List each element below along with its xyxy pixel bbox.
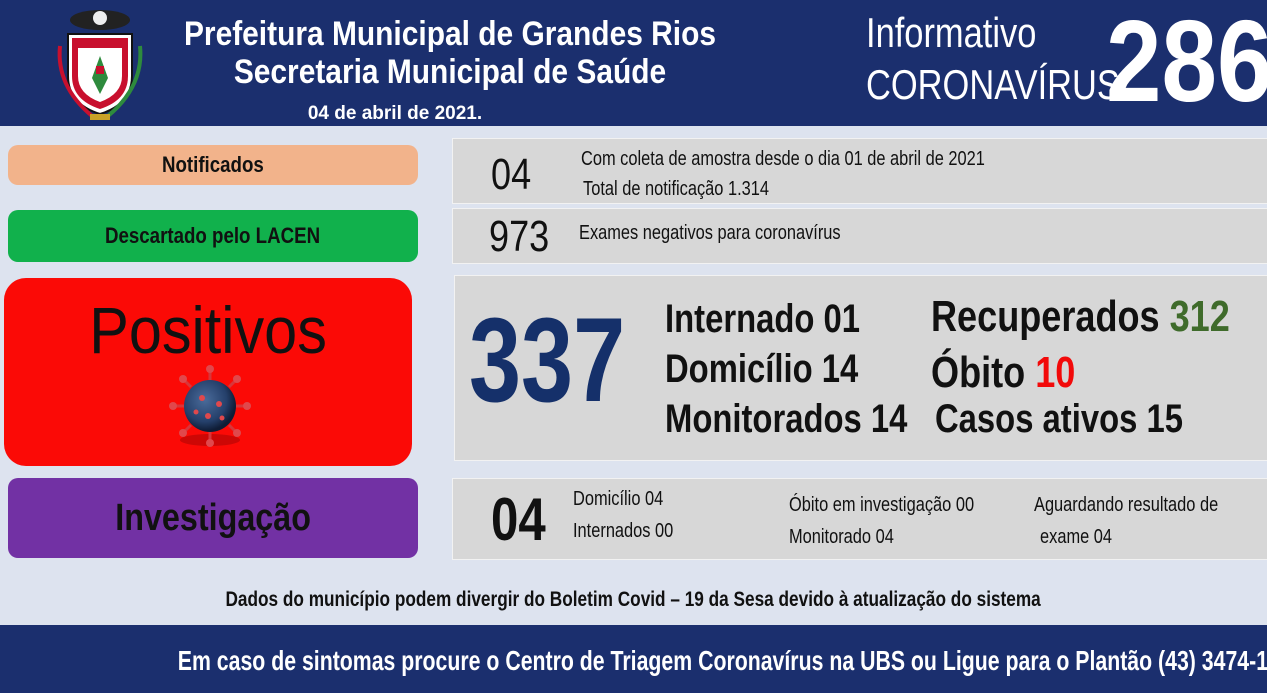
inv-obito: Óbito em investigação 00	[789, 494, 975, 516]
notificados-desc-line1: Com coleta de amostra desde o dia 01 de …	[581, 148, 985, 170]
footer-banner: Em caso de sintomas procure o Centro de …	[0, 625, 1267, 693]
obito-stat: Óbito 10	[931, 348, 1075, 398]
investigacao-label: Investigação	[8, 478, 418, 558]
report-date: 04 de abril de 2021.	[307, 103, 483, 124]
inv-monitorado: Monitorado 04	[789, 526, 894, 548]
investigacao-value: 04	[491, 486, 546, 553]
positivos-label: Positivos	[4, 292, 412, 368]
info-label: Informativo	[866, 9, 1037, 56]
obito-value: 10	[1035, 348, 1076, 397]
inv-aguardando-line2: exame 04	[1040, 526, 1113, 548]
descartado-value: 973	[489, 212, 550, 261]
positivos-panel: Positivos	[4, 278, 412, 466]
municipal-crest-icon	[57, 10, 143, 120]
internado-count: Internado 01	[665, 297, 861, 341]
monitorados-count: Monitorados 14	[665, 397, 908, 441]
casos-ativos-count: Casos ativos 15	[935, 397, 1183, 441]
recuperados-stat: Recuperados 312	[931, 292, 1230, 342]
positivos-box: 337 Internado 01 Domicílio 14 Monitorado…	[454, 275, 1267, 461]
notificados-value: 04	[491, 150, 532, 199]
coronavirus-label: CORONAVÍRUS	[866, 61, 1120, 108]
inv-aguardando-line1: Aguardando resultado de	[1034, 494, 1219, 516]
footer-text: Em caso de sintomas procure o Centro de …	[177, 645, 1267, 676]
obito-label: Óbito	[931, 348, 1026, 397]
notificados-label: Notificados	[8, 145, 418, 185]
descartado-box: 973 Exames negativos para coronavírus	[452, 208, 1267, 264]
footer-contact: Em caso de sintomas procure o Centro de …	[0, 645, 1267, 677]
virus-icon	[169, 365, 251, 447]
positivos-value: 337	[469, 293, 626, 427]
investigacao-box: 04 Domicílio 04 Internados 00 Óbito em i…	[452, 478, 1267, 560]
descartado-desc: Exames negativos para coronavírus	[579, 222, 841, 244]
disclaimer-text: Dados do município podem divergir do Bol…	[225, 588, 1042, 611]
inv-domicilio: Domicílio 04	[573, 488, 664, 510]
descartado-label-text: Descartado pelo LACEN	[105, 223, 321, 248]
issue-number: 286	[1106, 0, 1267, 126]
investigacao-label-text: Investigação	[115, 496, 311, 539]
page-title: Prefeitura Municipal de Grandes Rios	[183, 15, 717, 53]
recuperados-value: 312	[1169, 292, 1230, 341]
domicilio-count: Domicílio 14	[665, 347, 859, 391]
inv-internados: Internados 00	[573, 520, 674, 542]
disclaimer-note: Dados do município podem divergir do Bol…	[0, 588, 1267, 612]
recuperados-label: Recuperados	[931, 292, 1160, 341]
page-subtitle: Secretaria Municipal de Saúde	[233, 53, 667, 91]
notificados-desc-line2: Total de notificação 1.314	[583, 178, 769, 200]
notificados-box: 04 Com coleta de amostra desde o dia 01 …	[452, 138, 1267, 204]
notificados-label-text: Notificados	[162, 152, 264, 177]
positivos-label-text: Positivos	[89, 293, 327, 367]
header-banner: Prefeitura Municipal de Grandes Rios Sec…	[0, 0, 1267, 126]
descartado-label: Descartado pelo LACEN	[8, 210, 418, 262]
